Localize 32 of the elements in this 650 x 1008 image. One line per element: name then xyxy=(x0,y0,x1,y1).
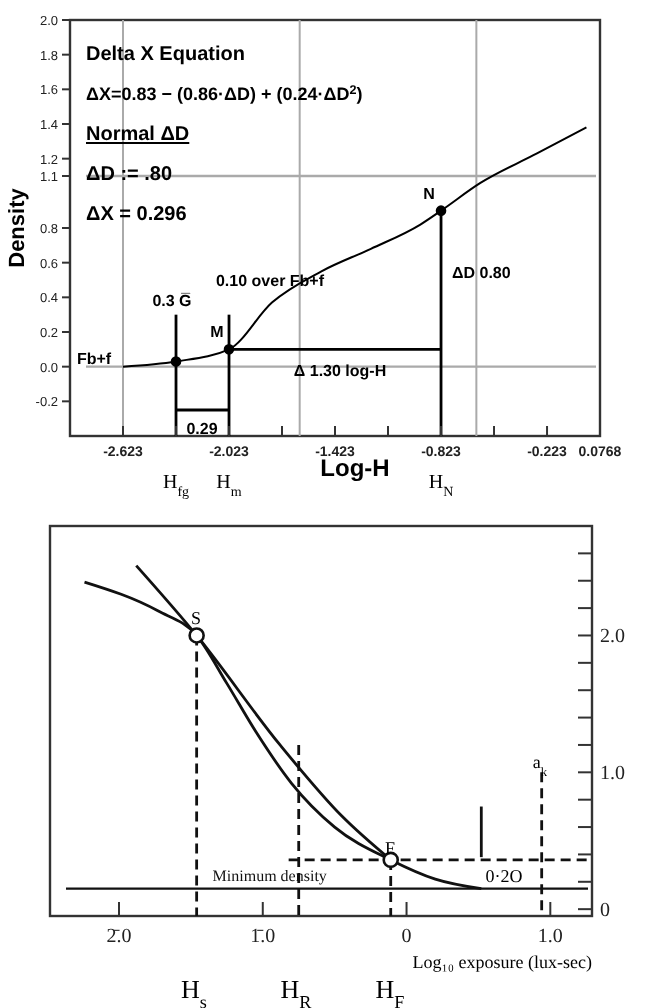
text: H$_{fg}$ xyxy=(162,472,191,500)
text: H$_{R}$ xyxy=(280,974,314,1008)
annotation: N xyxy=(423,184,436,203)
x-tick-label: 1.0 xyxy=(537,926,563,948)
x-tick-label: 1̄.0 xyxy=(250,926,276,948)
ref-line-label: Minimum density xyxy=(212,866,327,885)
annotation: Fb+f xyxy=(76,350,112,368)
x-tick-label: 0 xyxy=(401,926,412,948)
text: H$_{N}$ xyxy=(428,472,454,500)
annotation: 0.29 xyxy=(186,420,219,438)
annotation: ΔX=0.83 − (0.86·ΔD) + (0.24·ΔD$^{2}$) xyxy=(86,83,363,104)
annotation: Delta X Equation xyxy=(86,44,245,66)
x-axis-title: Log₁₀ exposure (lux-sec) xyxy=(412,952,592,972)
annotation: M xyxy=(210,323,225,342)
text: H$_{s}$ xyxy=(181,974,208,1008)
annotation: Normal ΔD xyxy=(86,124,190,146)
annotation: 0.3 G̅ xyxy=(152,292,192,310)
y2-tick-label: 1.0 xyxy=(600,763,625,786)
annotation: Δ 1.30 log-H xyxy=(293,362,387,380)
annotation: ΔX = 0.296 xyxy=(86,204,188,226)
x-tick-label: 2̄.0 xyxy=(106,926,132,948)
x-axis-title: Log-H xyxy=(320,454,390,482)
y-axis-title: Density xyxy=(6,186,30,268)
text: H$_{F}$ xyxy=(375,974,405,1008)
text: H$_{m}$ xyxy=(216,472,243,500)
annotation: ΔD := .80 xyxy=(86,164,173,186)
annotation: a$_{k}$ xyxy=(532,752,549,779)
y2-tick-label: 0 xyxy=(600,900,610,923)
y2-tick-label: 2.0 xyxy=(600,626,625,649)
annotation: ΔD 0.80 xyxy=(452,264,512,282)
annotation: 0·2O xyxy=(485,866,524,886)
annotation: S xyxy=(190,608,202,628)
